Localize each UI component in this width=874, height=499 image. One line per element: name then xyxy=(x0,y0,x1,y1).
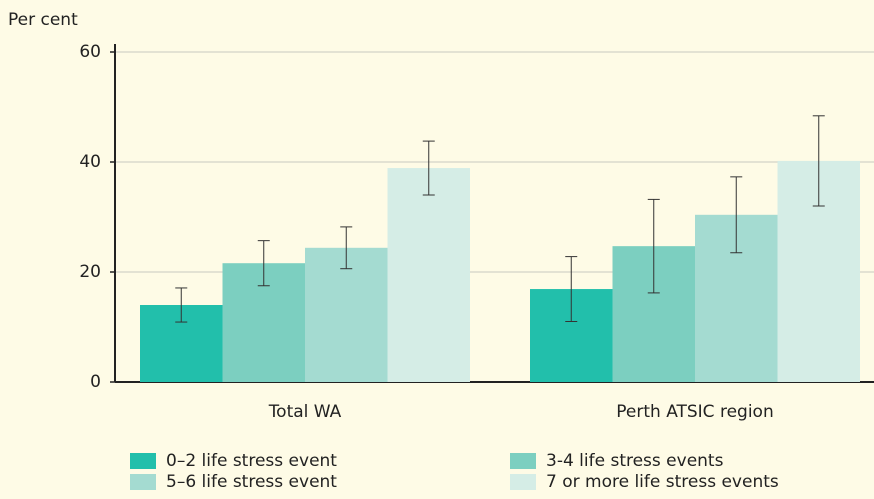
y-axis-label: Per cent xyxy=(8,10,78,30)
bar xyxy=(305,247,388,382)
error-bar xyxy=(257,240,270,287)
y-tick-label: 40 xyxy=(79,152,101,172)
x-tick-label: Perth ATSIC region xyxy=(616,402,773,422)
error-bar xyxy=(565,256,578,322)
error-bar xyxy=(812,115,825,207)
legend-swatch xyxy=(510,474,536,490)
legend-label: 0–2 life stress event xyxy=(166,451,337,471)
legend-label: 5–6 life stress event xyxy=(166,472,337,492)
error-bar xyxy=(647,198,660,294)
bar xyxy=(387,168,470,382)
legend-swatch xyxy=(130,474,156,490)
legend-swatch xyxy=(130,453,156,469)
y-tick-label: 20 xyxy=(79,262,101,282)
error-bar xyxy=(422,140,435,196)
legend-label: 3-4 life stress events xyxy=(546,451,724,471)
x-tick-label: Total WA xyxy=(268,402,342,422)
legend-label: 7 or more life stress events xyxy=(546,472,779,492)
error-bar xyxy=(340,226,353,270)
legend-swatch xyxy=(510,453,536,469)
y-tick-label: 0 xyxy=(90,372,101,392)
error-bar xyxy=(730,176,743,254)
error-bar xyxy=(175,287,188,323)
y-tick-label: 60 xyxy=(79,42,101,62)
